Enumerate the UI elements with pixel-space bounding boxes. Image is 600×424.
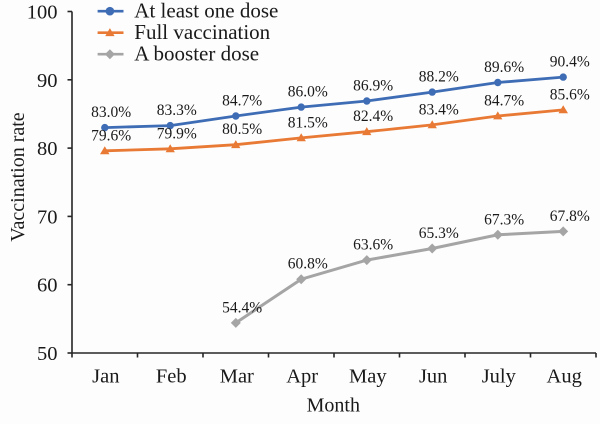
svg-text:89.6%: 89.6% — [484, 59, 524, 76]
svg-text:Jan: Jan — [92, 366, 119, 388]
svg-text:83.4%: 83.4% — [419, 101, 459, 118]
svg-text:Vaccination rate: Vaccination rate — [7, 112, 29, 241]
svg-text:83.0%: 83.0% — [91, 104, 131, 121]
svg-text:Month: Month — [307, 395, 360, 417]
svg-text:80.5%: 80.5% — [222, 121, 262, 138]
svg-text:Apr: Apr — [286, 366, 318, 388]
svg-text:Feb: Feb — [156, 366, 187, 388]
svg-text:63.6%: 63.6% — [353, 237, 393, 254]
svg-text:May: May — [349, 366, 387, 388]
svg-text:90: 90 — [37, 70, 58, 92]
svg-text:60: 60 — [37, 275, 58, 297]
svg-text:84.7%: 84.7% — [484, 93, 524, 110]
svg-text:54.4%: 54.4% — [222, 299, 262, 316]
svg-text:85.6%: 85.6% — [550, 86, 590, 103]
svg-text:50: 50 — [37, 343, 58, 365]
svg-text:84.7%: 84.7% — [222, 93, 262, 110]
svg-text:83.3%: 83.3% — [157, 102, 197, 119]
svg-text:Jun: Jun — [419, 366, 447, 388]
svg-text:80: 80 — [37, 138, 58, 160]
svg-text:Aug: Aug — [547, 366, 582, 388]
svg-text:90.4%: 90.4% — [550, 54, 590, 71]
svg-text:100: 100 — [27, 2, 58, 24]
svg-text:Mar: Mar — [220, 366, 254, 388]
svg-text:67.3%: 67.3% — [484, 211, 524, 228]
svg-text:79.6%: 79.6% — [91, 127, 131, 144]
svg-text:82.4%: 82.4% — [353, 108, 393, 125]
svg-text:70: 70 — [37, 206, 58, 228]
svg-text:79.9%: 79.9% — [157, 125, 197, 142]
svg-text:88.2%: 88.2% — [419, 69, 459, 86]
svg-text:86.0%: 86.0% — [288, 84, 328, 101]
svg-text:60.8%: 60.8% — [288, 256, 328, 273]
svg-text:A booster dose: A booster dose — [134, 42, 259, 66]
svg-text:Full vaccination: Full vaccination — [134, 20, 270, 44]
svg-text:81.5%: 81.5% — [288, 114, 328, 131]
svg-text:67.8%: 67.8% — [550, 208, 590, 225]
svg-text:At least one dose: At least one dose — [134, 0, 278, 23]
svg-text:July: July — [482, 366, 517, 388]
svg-text:65.3%: 65.3% — [419, 225, 459, 242]
svg-text:86.9%: 86.9% — [353, 78, 393, 95]
